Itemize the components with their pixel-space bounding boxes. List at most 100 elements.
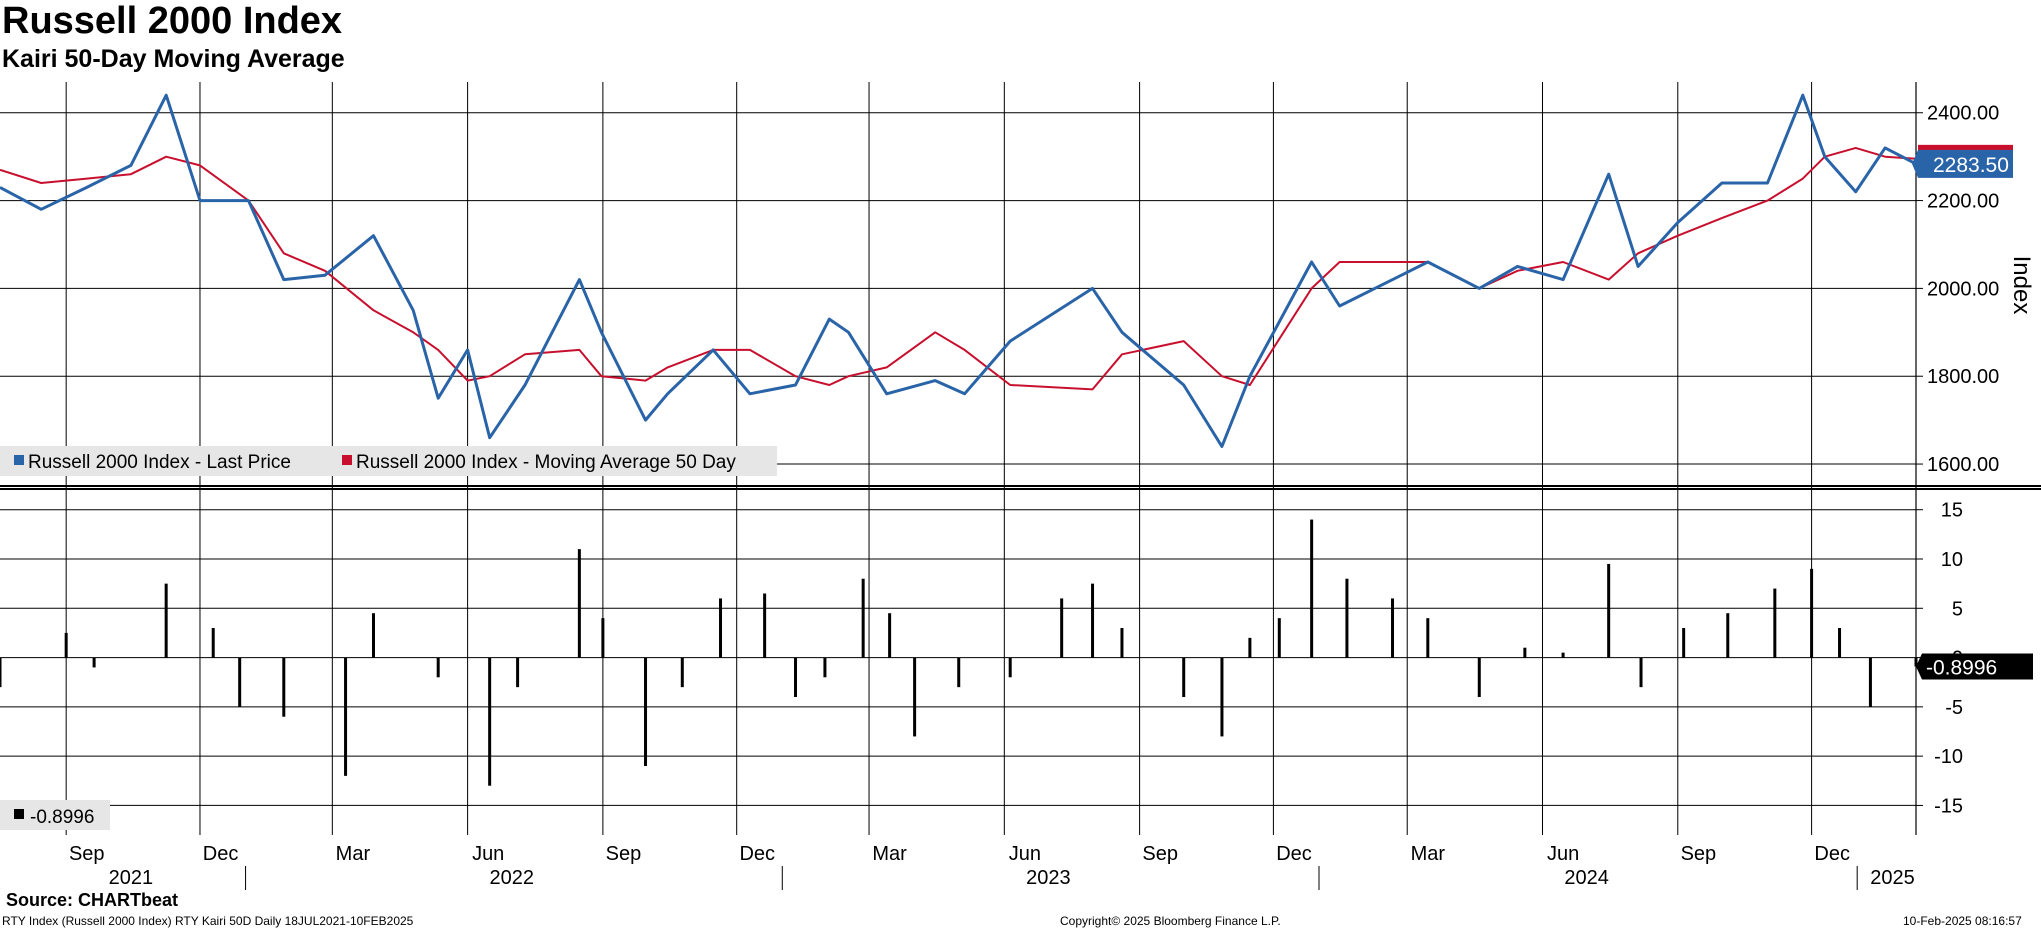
- price-last-label: 2283.50: [1933, 154, 2009, 177]
- kairi-bar: [1060, 598, 1064, 658]
- kairi-bar: [888, 613, 892, 658]
- kairi-bar: [601, 618, 605, 658]
- kairi-tick-label: -15: [1934, 795, 1963, 817]
- kairi-tick-label: -5: [1945, 697, 1963, 719]
- kairi-bar: [64, 632, 68, 658]
- kairi-bar: [1310, 519, 1314, 658]
- kairi-bar: [680, 657, 684, 688]
- kairi-bar: [1914, 657, 1918, 667]
- kairi-tick-label: 10: [1941, 549, 1963, 571]
- x-month-label: Dec: [1814, 843, 1850, 865]
- x-month-label: Sep: [1681, 843, 1717, 865]
- x-month-label: Jun: [472, 843, 504, 865]
- kairi-bar: [719, 598, 723, 658]
- legend-swatch-price: [14, 455, 24, 465]
- x-year-label: 2025: [1870, 867, 1915, 889]
- x-year-label: 2024: [1564, 867, 1609, 889]
- kairi-bar: [1773, 588, 1777, 658]
- kairi-bar: [1523, 647, 1527, 658]
- x-year-label: 2021: [109, 867, 154, 889]
- price-last-tag-arrow: [1912, 149, 1929, 178]
- kairi-bar: [1838, 628, 1842, 658]
- kairi-bar: [1639, 657, 1643, 688]
- footer-series-info: RTY Index (Russell 2000 Index) RTY Kairi…: [2, 914, 414, 928]
- legend-swatch-ma: [342, 455, 352, 465]
- kairi-bar: [282, 657, 286, 717]
- price-tick-label: 2000.00: [1927, 278, 1999, 300]
- kairi-bar: [1182, 657, 1186, 697]
- legend-label-kairi: -0.8996: [30, 807, 94, 828]
- kairi-bar: [1345, 578, 1349, 658]
- kairi-bar: [1561, 652, 1565, 658]
- footer-timestamp: 10-Feb-2025 08:16:57: [1903, 914, 2022, 928]
- x-month-label: Mar: [1411, 843, 1446, 865]
- kairi-bar: [644, 657, 648, 766]
- x-month-label: Dec: [203, 843, 239, 865]
- legend-swatch-kairi: [14, 809, 24, 819]
- kairi-bar: [1091, 583, 1095, 658]
- kairi-bar: [436, 657, 440, 678]
- legend-label-price: Russell 2000 Index - Last Price: [28, 452, 291, 473]
- kairi-tick-label: 15: [1941, 500, 1963, 522]
- kairi-bar: [1607, 563, 1611, 658]
- moving-average-line: [0, 146, 1917, 391]
- x-month-label: Sep: [69, 843, 105, 865]
- legend-label-ma: Russell 2000 Index - Moving Average 50 D…: [356, 452, 736, 473]
- x-month-label: Dec: [1276, 843, 1312, 865]
- kairi-bar: [516, 657, 520, 688]
- price-tick-label: 1600.00: [1927, 454, 1999, 476]
- kairi-bar: [1682, 628, 1686, 658]
- kairi-bar: [1810, 568, 1814, 658]
- kairi-bar: [1120, 628, 1124, 658]
- price-tick-label: 2400.00: [1927, 103, 1999, 125]
- kairi-bar: [763, 593, 767, 658]
- kairi-last-tag: [1916, 653, 2033, 680]
- kairi-bar: [913, 657, 917, 737]
- x-month-label: Jun: [1009, 843, 1041, 865]
- kairi-bar: [957, 657, 961, 688]
- kairi-bar: [1477, 657, 1481, 697]
- kairi-bar: [861, 578, 865, 658]
- price-tick-label: 2200.00: [1927, 191, 1999, 213]
- kairi-bar: [0, 657, 2, 688]
- kairi-bar: [1277, 618, 1281, 658]
- kairi-bar: [344, 657, 348, 776]
- price-last-tag: [1929, 149, 2013, 178]
- kairi-bar: [92, 657, 96, 668]
- x-year-label: 2023: [1026, 867, 1071, 889]
- kairi-bar: [1391, 598, 1395, 658]
- kairi-tick-label: 5: [1952, 598, 1963, 620]
- source-note: Source: CHARTbeat: [6, 890, 179, 910]
- x-month-label: Mar: [872, 843, 907, 865]
- price-legend-box: [0, 446, 777, 476]
- price-axis-label: Index: [2008, 256, 2035, 315]
- kairi-bar: [211, 628, 215, 658]
- x-month-label: Jun: [1547, 843, 1579, 865]
- kairi-bar: [1868, 657, 1872, 707]
- kairi-bar: [1220, 657, 1224, 737]
- chart-title: Russell 2000 Index: [2, 0, 343, 42]
- kairi-bar: [1008, 657, 1012, 678]
- kairi-bar: [164, 583, 168, 658]
- footer-copyright: Copyright© 2025 Bloomberg Finance L.P.: [1060, 914, 1281, 928]
- kairi-last-label: -0.8996: [1926, 656, 1997, 679]
- kairi-bar: [1726, 613, 1730, 658]
- x-month-label: Sep: [1142, 843, 1178, 865]
- x-month-label: Mar: [336, 843, 371, 865]
- x-month-label: Sep: [606, 843, 642, 865]
- kairi-bar: [488, 657, 492, 786]
- last-price-line: [0, 93, 1917, 448]
- kairi-bar: [371, 613, 375, 658]
- x-year-label: 2022: [489, 867, 534, 889]
- kairi-tick-label: -10: [1934, 746, 1963, 768]
- x-month-label: Dec: [739, 843, 775, 865]
- kairi-bar: [794, 657, 798, 697]
- chart-subtitle: Kairi 50-Day Moving Average: [2, 45, 345, 73]
- kairi-bar: [1426, 618, 1430, 658]
- kairi-bar: [823, 657, 827, 678]
- kairi-bar: [577, 549, 581, 658]
- price-tick-label: 1800.00: [1927, 366, 1999, 388]
- kairi-bar: [238, 657, 242, 707]
- kairi-bar: [1248, 637, 1252, 658]
